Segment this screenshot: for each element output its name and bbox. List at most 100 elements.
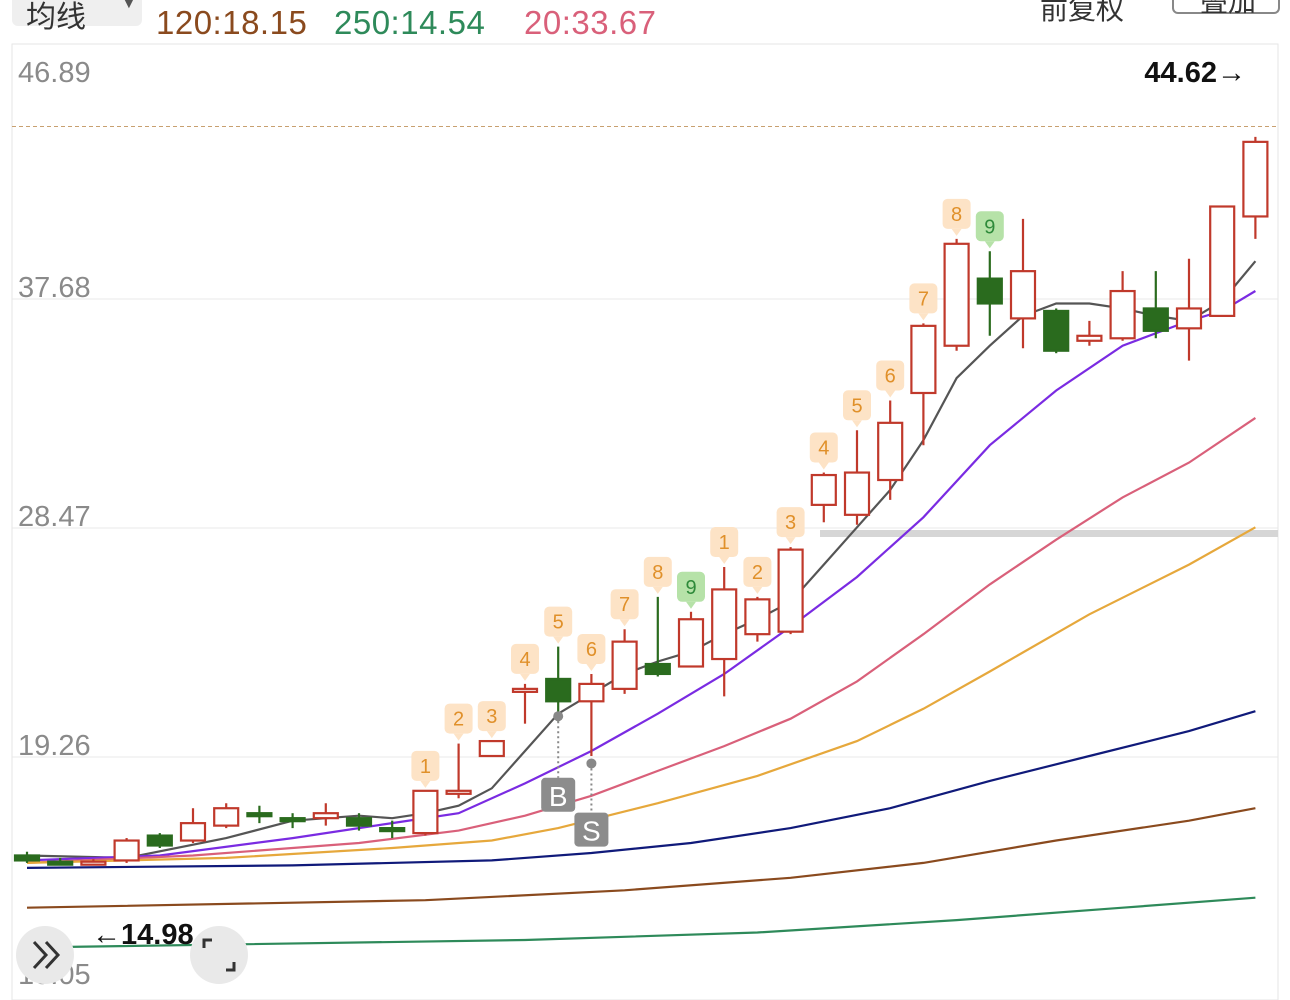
td-marker-pointer <box>818 462 829 470</box>
td-marker: 3 <box>477 701 506 739</box>
ma-line-120 <box>26 807 1256 909</box>
candle <box>711 567 738 697</box>
ma-value-20: 20:33.67 <box>524 4 657 41</box>
candle <box>1043 308 1070 354</box>
candle <box>644 596 671 677</box>
candle <box>1009 218 1037 349</box>
candle <box>910 323 937 446</box>
td-marker: 5 <box>544 606 573 644</box>
candle-body <box>677 618 705 668</box>
collapse-panel-button[interactable] <box>16 926 74 984</box>
td-marker: 4 <box>809 432 838 470</box>
plot-frame <box>11 43 1279 1000</box>
td-marker-bg <box>610 589 639 620</box>
td-marker: 3 <box>776 507 805 545</box>
candle-body <box>146 834 173 847</box>
overlay-button-label: 叠加 <box>1200 0 1257 17</box>
candle <box>312 803 339 826</box>
td-marker: 6 <box>577 633 606 671</box>
candlesticks <box>13 136 1269 866</box>
td-marker-bg <box>942 198 971 229</box>
candle <box>246 805 273 824</box>
y-tick-label: 19.26 <box>18 730 91 762</box>
td-marker: 9 <box>975 211 1004 249</box>
td-marker-label: 8 <box>951 204 962 226</box>
td-marker: 8 <box>643 556 672 594</box>
td-marker-bg <box>643 556 672 587</box>
td-marker-label: 6 <box>885 365 896 387</box>
candle-body <box>976 277 1003 305</box>
adjust-mode-label[interactable]: 前复权 <box>1040 0 1125 25</box>
candle <box>943 238 970 351</box>
candle-body <box>777 548 804 633</box>
chart-grid <box>11 43 1279 1000</box>
candle <box>1175 258 1203 361</box>
candle <box>578 673 605 757</box>
td-marker-bg <box>975 211 1004 242</box>
td-marker-bg <box>843 390 871 421</box>
td-marker-bg <box>477 701 506 732</box>
candle <box>47 857 74 866</box>
top-toolbar: 均线 ▼ 120:18.15 250:14.54 20:33.67 前复权 叠加 <box>0 0 1290 44</box>
td-marker-pointer <box>885 390 896 398</box>
ma-line-30 <box>26 526 1256 864</box>
td-marker-bg <box>710 527 739 558</box>
candle-body <box>1076 334 1103 342</box>
td-marker-pointer <box>918 313 929 321</box>
td-marker-label: 4 <box>818 438 829 460</box>
fullscreen-button[interactable] <box>190 926 248 984</box>
td-marker-pointer <box>719 557 730 565</box>
td-marker: 1 <box>710 527 739 565</box>
td-marker-label: 9 <box>685 577 696 599</box>
candle-body <box>1242 140 1269 218</box>
candle-body <box>744 598 771 636</box>
candle-body <box>1209 205 1236 318</box>
candle-body <box>80 860 107 866</box>
candle-body <box>13 854 41 862</box>
candle <box>179 808 207 844</box>
td-marker-bg <box>577 633 606 664</box>
candle <box>677 611 705 668</box>
td-marker: 1 <box>411 750 440 788</box>
td-marker-bg <box>776 507 805 538</box>
td-marker-bg <box>909 283 938 314</box>
overlay-button[interactable]: 叠加 <box>1172 0 1280 17</box>
candle <box>1076 320 1103 346</box>
candle-body <box>213 807 240 827</box>
td-marker-label: 3 <box>785 512 796 534</box>
td-marker-pointer <box>453 733 464 741</box>
td-marker-label: 2 <box>453 709 464 731</box>
td-marker-label: 9 <box>984 216 995 238</box>
signal-box <box>541 777 576 812</box>
ma-value-120: 120:18.15 <box>156 4 308 41</box>
signal-dot <box>553 711 564 722</box>
td-marker-bg <box>809 432 838 463</box>
max-price-label: 44.62→ <box>1144 57 1246 89</box>
candle-body <box>943 242 970 347</box>
td-marker-bg <box>444 703 473 734</box>
candle-body <box>578 682 605 703</box>
td-marker-label: 1 <box>420 756 431 778</box>
td-marker-pointer <box>420 780 431 788</box>
td-marker-bg <box>411 750 440 781</box>
candle-body <box>545 677 572 703</box>
signal-label: S <box>582 816 601 847</box>
td-marker: 8 <box>942 198 971 236</box>
candle <box>777 547 804 635</box>
td-marker-pointer <box>619 619 630 627</box>
candle-body <box>611 640 638 690</box>
ma-selector-button[interactable]: 均线 ▼ <box>12 0 142 34</box>
candle-body <box>113 839 140 862</box>
candle <box>545 646 572 722</box>
td-marker-pointer <box>752 586 763 594</box>
td-marker: 6 <box>876 360 905 398</box>
td-marker-pointer <box>652 586 663 594</box>
ma-line-10 <box>26 290 1256 862</box>
candle <box>279 813 306 829</box>
candle-body <box>877 421 904 482</box>
candle <box>445 743 472 799</box>
candle-body <box>810 473 837 506</box>
signal-label: B <box>549 781 568 812</box>
candle-body <box>843 471 871 516</box>
